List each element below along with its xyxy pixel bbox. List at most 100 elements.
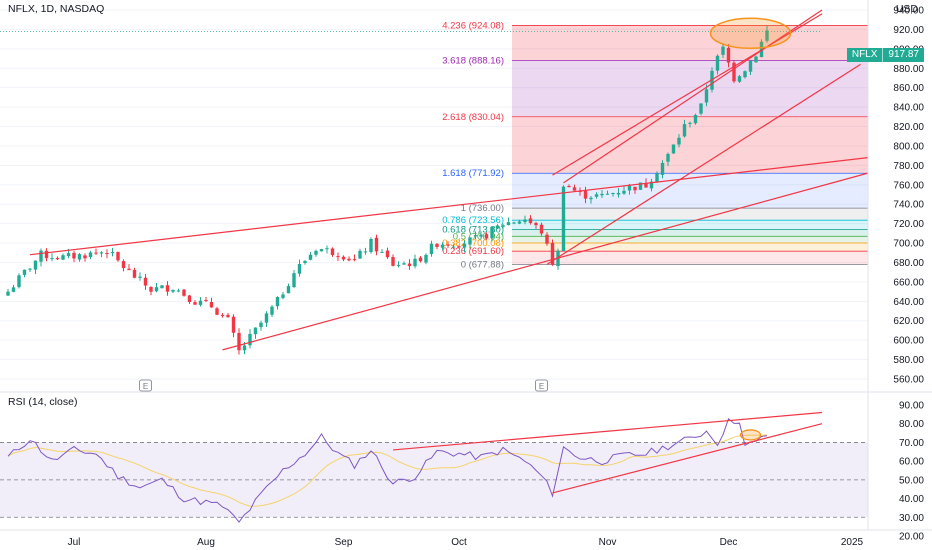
candle-body: [105, 252, 109, 255]
fib-zone: [512, 242, 868, 252]
candle-body: [204, 300, 208, 302]
candle-body: [688, 122, 692, 124]
candle-body: [171, 289, 175, 292]
fib-zone: [512, 236, 868, 243]
y-tick-label: 920.00: [893, 25, 924, 36]
candle-body: [490, 226, 494, 239]
y-tick-label: 740.00: [893, 200, 924, 211]
rsi-tick-label: 90.00: [899, 401, 924, 412]
candle-body: [380, 251, 384, 253]
candle-body: [583, 190, 588, 199]
fib-zone: [512, 220, 868, 230]
fib-label: 1 (736.00): [461, 203, 504, 214]
candle-body: [462, 243, 467, 248]
candle-body: [187, 295, 192, 303]
channel-line: [563, 9, 823, 184]
candle-body: [446, 244, 450, 246]
candle-body: [292, 273, 296, 287]
rsi-header: RSI (14, close): [8, 396, 78, 408]
y-tick-label: 720.00: [893, 219, 924, 230]
earnings-marker-label: E: [539, 382, 544, 391]
y-tick-label: 700.00: [893, 239, 924, 250]
rsi-pane: [0, 411, 868, 523]
fib-label: 3.618 (888.16): [442, 55, 504, 66]
candle-body: [308, 254, 313, 260]
candle-body: [418, 257, 423, 262]
candle-body: [253, 327, 258, 335]
candle-body: [303, 260, 307, 264]
candle-body: [176, 290, 181, 292]
candle-body: [94, 252, 98, 254]
candle-body: [600, 193, 604, 196]
candle-body: [143, 277, 148, 286]
candle-body: [110, 252, 115, 254]
candle-body: [242, 345, 247, 351]
rsi-tick-label: 20.00: [899, 532, 924, 543]
candle-body: [50, 258, 54, 260]
y-tick-label: 880.00: [893, 64, 924, 75]
candle-body: [165, 285, 170, 292]
candle-body: [765, 30, 769, 41]
candle-body: [479, 234, 483, 237]
fib-zone: [512, 208, 868, 221]
y-tick-label: 640.00: [893, 297, 924, 308]
candle-body: [88, 252, 93, 257]
candle-body: [611, 193, 615, 195]
candle-body: [270, 306, 274, 315]
candle-body: [649, 181, 654, 189]
fib-zone: [512, 229, 868, 237]
candle-body: [506, 222, 511, 226]
currency-label[interactable]: USD: [895, 3, 918, 15]
y-tick-label: 780.00: [893, 161, 924, 172]
candle-body: [182, 289, 186, 296]
candle-body: [39, 250, 43, 262]
candle-body: [484, 234, 489, 239]
candle-body: [644, 183, 648, 188]
candle-body: [748, 61, 753, 72]
candle-body: [369, 238, 373, 253]
candle-body: [193, 302, 197, 305]
candle-body: [468, 237, 472, 245]
candle-body: [330, 248, 335, 256]
candle-body: [286, 286, 291, 294]
candle-body: [561, 186, 566, 252]
fib-label: 0.236 (691.60): [442, 246, 504, 257]
last-price-symbol: NFLX: [847, 48, 884, 62]
candle-body: [374, 237, 379, 252]
candle-body: [154, 287, 159, 292]
y-tick-label: 620.00: [893, 316, 924, 327]
candle-body: [616, 192, 621, 195]
candle-body: [314, 250, 318, 255]
candle-body: [149, 286, 153, 292]
y-tick-label: 680.00: [893, 258, 924, 269]
candle-body: [528, 218, 533, 223]
candle-body: [198, 300, 203, 305]
candle-body: [457, 246, 461, 248]
candle-body: [55, 257, 60, 260]
candle-body: [275, 297, 280, 307]
candle-body: [132, 269, 137, 278]
channel-line: [546, 63, 861, 265]
x-tick-label: Nov: [599, 537, 617, 548]
candle-body: [402, 263, 406, 265]
candle-body: [61, 255, 65, 260]
candle-body: [545, 234, 549, 244]
candle-body: [754, 56, 758, 63]
candle-body: [550, 242, 555, 265]
candle-body: [385, 250, 390, 258]
candle-body: [451, 246, 456, 248]
y-tick-label: 860.00: [893, 83, 924, 94]
fib-zone: [512, 251, 868, 265]
trend-lines: [29, 9, 869, 351]
candle-body: [715, 55, 720, 71]
candle-body: [116, 251, 120, 261]
fib-zone: [512, 25, 868, 61]
candle-body: [363, 251, 368, 253]
candle-body: [396, 264, 401, 266]
candle-body: [28, 268, 32, 270]
candle-body: [347, 258, 351, 261]
rsi-trend-line: [552, 423, 823, 494]
candle-body: [325, 248, 329, 250]
